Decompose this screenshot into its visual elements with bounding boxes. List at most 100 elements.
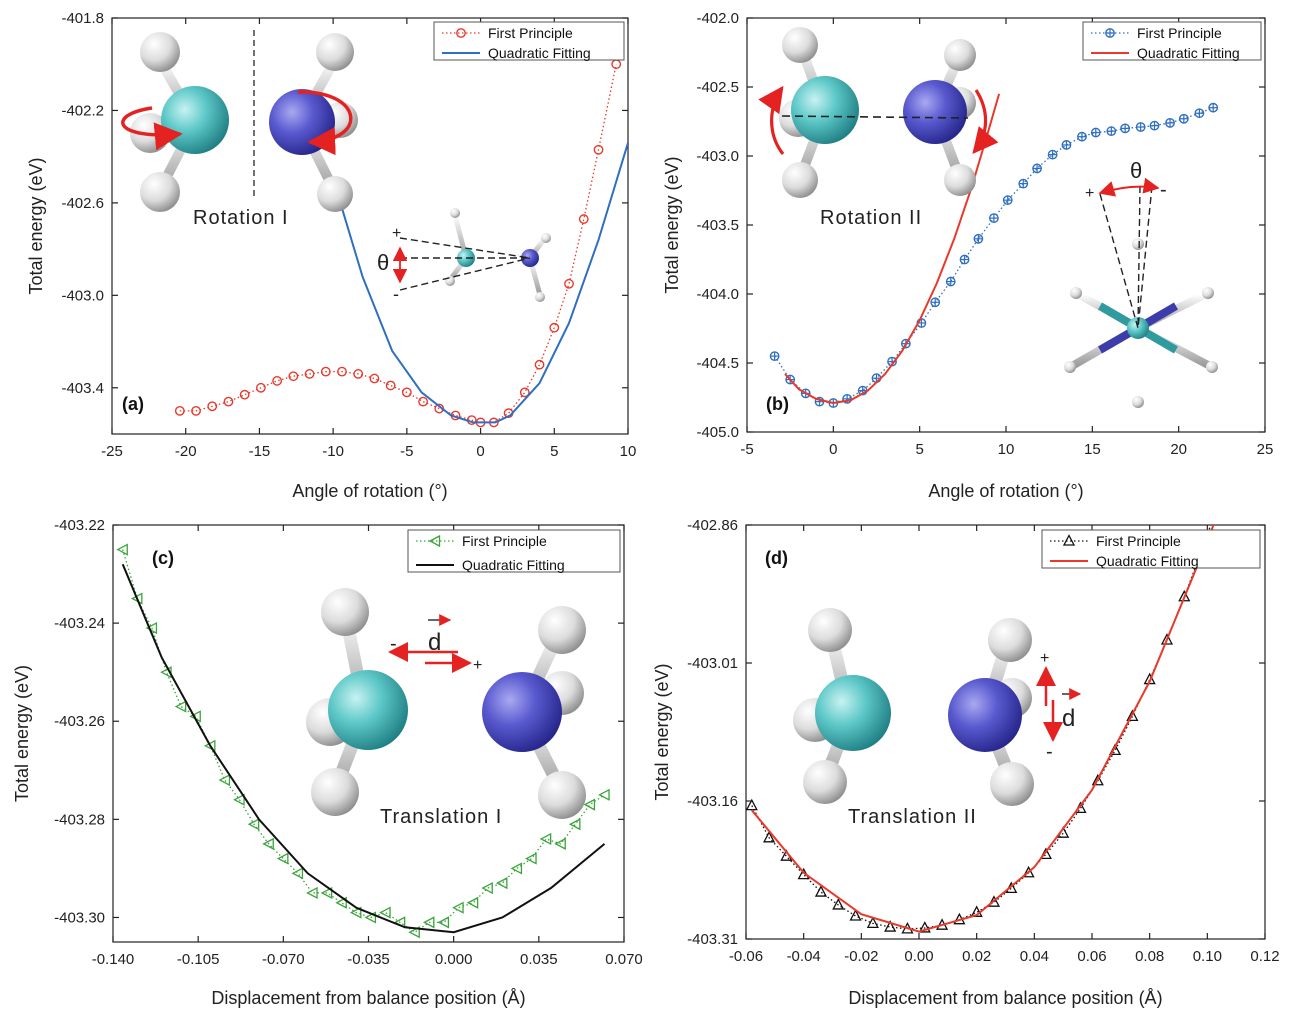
y-tick-label: -404.0 (696, 286, 739, 303)
data-point (1002, 195, 1013, 206)
y-tick-label: -402.5 (696, 79, 739, 96)
plot-frame (111, 17, 629, 435)
data-point (970, 905, 983, 917)
y-tick-label: -403.30 (54, 909, 105, 926)
data-point (239, 389, 250, 400)
series-quadratic-fitting (784, 93, 1001, 405)
x-tick-label: 0.04 (1020, 948, 1049, 965)
y-tick-label: -402.86 (687, 517, 738, 534)
x-tick-label: 20 (1170, 441, 1187, 458)
data-point (353, 369, 364, 379)
series-first-principle (769, 102, 1219, 408)
data-point (1225, 464, 1235, 474)
data-line (774, 107, 1214, 404)
x-axis-label: Displacement from balance position (Å) (848, 988, 1162, 1008)
legend-label: Quadratic Fitting (488, 45, 591, 61)
data-point (539, 832, 552, 846)
data-point (1160, 633, 1174, 645)
legend-label: Quadratic Fitting (462, 557, 565, 573)
data-point (203, 739, 216, 752)
series-quadratic-fitting (338, 142, 628, 424)
molecule-translation-i: d + - (306, 588, 586, 819)
data-point (554, 837, 566, 850)
x-tick-label: 0.06 (1077, 948, 1106, 965)
data-point (223, 396, 234, 407)
data-point (218, 774, 231, 787)
data-point (549, 322, 560, 333)
panel-d: d + - Translation II (793, 608, 1082, 828)
plot-area (769, 93, 1219, 408)
data-point (379, 906, 391, 919)
x-tick-label: 0.10 (1193, 948, 1222, 965)
data-point (401, 387, 412, 398)
data-point (452, 901, 464, 914)
panel-a: Rotation I + - θ (121, 30, 551, 304)
x-tick-label: -15 (249, 443, 271, 460)
y-tick-label: -403.24 (54, 615, 105, 632)
data-point (959, 254, 970, 265)
panel-b: Rotation II + - θ (758, 27, 1218, 408)
data-point (385, 380, 396, 391)
data-point (116, 543, 128, 556)
x-tick-label: 15 (1084, 441, 1101, 458)
x-tick-label: -0.06 (729, 948, 763, 965)
data-point (849, 909, 862, 921)
data-point (1091, 773, 1104, 786)
data-point (583, 798, 596, 811)
theta-plus-a: + (392, 225, 401, 242)
data-point (320, 366, 331, 377)
y-tick-label: -403.4 (61, 380, 104, 397)
data-point (1208, 102, 1219, 113)
legend: First Principle Quadratic Fitting (1082, 21, 1262, 61)
y-axis-label: Total energy (eV) (662, 156, 682, 293)
plot-area (116, 543, 610, 939)
arrow-minus-c: - (390, 633, 397, 655)
data-point (945, 276, 956, 287)
theta-minus-b: - (1160, 179, 1167, 201)
data-point (1018, 178, 1029, 189)
inset-theta-diagram-b: + - θ (1064, 158, 1218, 408)
y-tick-label: -403.28 (54, 811, 105, 828)
data-point (1178, 113, 1189, 124)
data-point (291, 867, 304, 880)
plot-area (174, 59, 628, 428)
data-point (989, 213, 999, 224)
x-tick-label: -25 (101, 443, 123, 460)
data-point (568, 818, 581, 831)
y-tick-label: -403.01 (687, 655, 738, 672)
data-point (145, 621, 158, 635)
x-tick-label: -10 (322, 443, 344, 460)
data-point (207, 401, 218, 412)
inset-label-rotation-ii: Rotation II (820, 207, 922, 229)
data-point (1149, 120, 1160, 131)
legend-label: First Principle (488, 25, 573, 41)
legend-marker (428, 534, 441, 548)
data-point (598, 788, 610, 801)
data-point (593, 144, 604, 155)
data-line (179, 64, 617, 424)
panel-c: d + - Translation I (306, 588, 586, 828)
fit-line (784, 93, 1001, 405)
plot-area (746, 464, 1235, 934)
legend-marker (1062, 534, 1076, 546)
panel-label: (b) (766, 394, 789, 414)
data-point (1032, 163, 1042, 174)
x-tick-label: -0.070 (262, 951, 305, 968)
molecule-rotation-i (121, 30, 358, 212)
data-point (349, 906, 362, 919)
data-point (369, 373, 380, 384)
series-quadratic-fitting (121, 563, 606, 934)
panel-label: (c) (152, 548, 174, 568)
data-point (564, 278, 574, 289)
legend-marker (1105, 28, 1115, 38)
data-point (1165, 117, 1175, 128)
data-point (510, 862, 523, 875)
x-tick-label: 25 (1257, 441, 1274, 458)
arrow-plus-c: + (473, 657, 482, 674)
legend-label: First Principle (462, 533, 547, 549)
vector-d-c: d (428, 629, 441, 656)
data-point (525, 852, 537, 865)
data-point (1047, 149, 1058, 160)
data-point (191, 405, 201, 416)
legend-label: First Principle (1137, 25, 1222, 41)
